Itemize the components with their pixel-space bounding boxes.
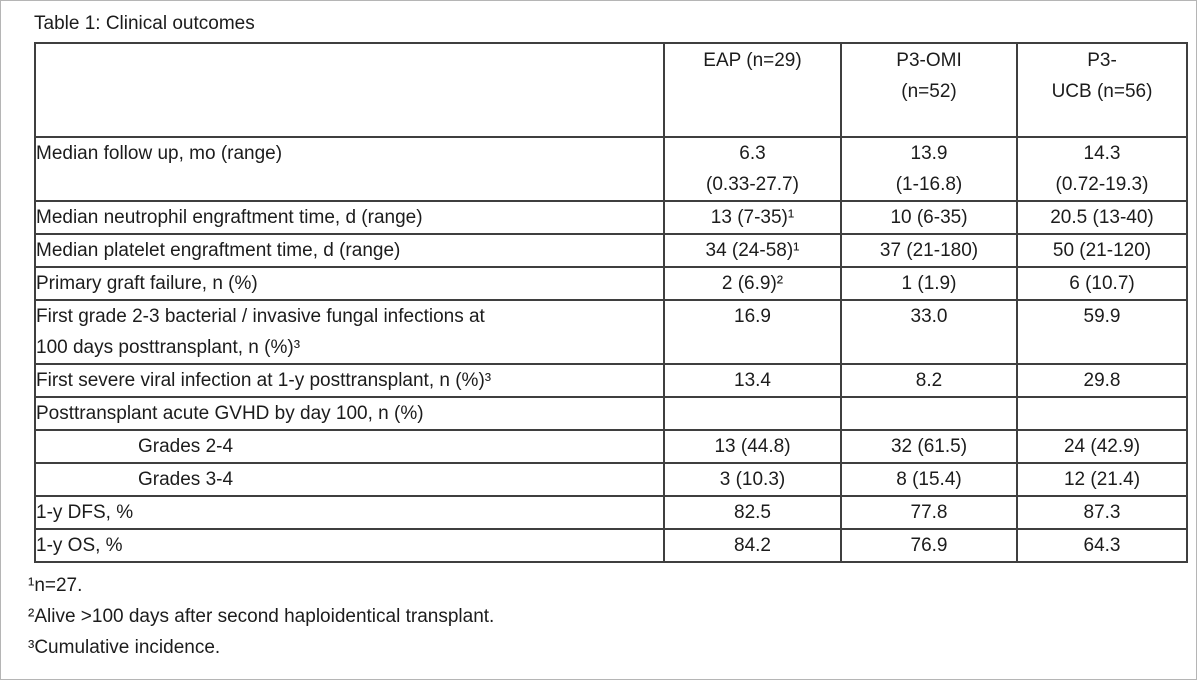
cell-value: 8 (15.4) bbox=[840, 462, 1018, 497]
cell-value: 87.3 bbox=[1016, 495, 1188, 530]
cell-value bbox=[1016, 396, 1188, 431]
row-label: Median follow up, mo (range) bbox=[34, 136, 665, 202]
row-label: Median platelet engraftment time, d (ran… bbox=[34, 233, 665, 268]
footnote-3: ³Cumulative incidence. bbox=[28, 637, 221, 658]
header-col-p3-omi: P3-OMI (n=52) bbox=[840, 42, 1018, 138]
cell-value: 6.3 (0.33-27.7) bbox=[663, 136, 842, 202]
table-row: 1-y OS, % 84.2 76.9 64.3 bbox=[34, 528, 1188, 563]
row-label: 1-y OS, % bbox=[34, 528, 665, 563]
table-row: First grade 2-3 bacterial / invasive fun… bbox=[34, 299, 1188, 365]
table-row: 1-y DFS, % 82.5 77.8 87.3 bbox=[34, 495, 1188, 530]
cell-value: 8.2 bbox=[840, 363, 1018, 398]
cell-value: 10 (6-35) bbox=[840, 200, 1018, 235]
table-row: Primary graft failure, n (%) 2 (6.9)² 1 (1… bbox=[34, 266, 1188, 301]
cell-value: 3 (10.3) bbox=[663, 462, 842, 497]
table-caption: Table 1: Clinical outcomes bbox=[34, 13, 255, 34]
cell-value: 1 (1.9) bbox=[840, 266, 1018, 301]
cell-value: 2 (6.9)² bbox=[663, 266, 842, 301]
row-label: 1-y DFS, % bbox=[34, 495, 665, 530]
cell-value: 37 (21-180) bbox=[840, 233, 1018, 268]
table-row: First severe viral infection at 1-y post… bbox=[34, 363, 1188, 398]
cell-value bbox=[663, 396, 842, 431]
cell-value: 76.9 bbox=[840, 528, 1018, 563]
cell-value: 64.3 bbox=[1016, 528, 1188, 563]
row-label: Grades 2-4 bbox=[34, 429, 665, 464]
row-label: First grade 2-3 bacterial / invasive fun… bbox=[34, 299, 665, 365]
cell-value: 12 (21.4) bbox=[1016, 462, 1188, 497]
cell-value: 32 (61.5) bbox=[840, 429, 1018, 464]
cell-value: 33.0 bbox=[840, 299, 1018, 365]
row-label: First severe viral infection at 1-y post… bbox=[34, 363, 665, 398]
header-row: EAP (n=29) P3-OMI (n=52) P3- UCB (n=56) bbox=[34, 42, 1188, 138]
cell-value: 13 (7-35)¹ bbox=[663, 200, 842, 235]
cell-value: 59.9 bbox=[1016, 299, 1188, 365]
cell-value: 16.9 bbox=[663, 299, 842, 365]
footnotes-block: ¹n=27. ²Alive >100 days after second hap… bbox=[28, 570, 1196, 663]
cell-value: 29.8 bbox=[1016, 363, 1188, 398]
table-row: Median follow up, mo (range) 6.3 (0.33-27… bbox=[34, 136, 1188, 202]
footnote-2: ²Alive >100 days after second haploident… bbox=[28, 606, 495, 627]
cell-value: 13.4 bbox=[663, 363, 842, 398]
cell-value: 82.5 bbox=[663, 495, 842, 530]
cell-value: 14.3 (0.72-19.3) bbox=[1016, 136, 1188, 202]
header-empty-cell bbox=[34, 42, 665, 138]
cell-value: 13 (44.8) bbox=[663, 429, 842, 464]
cell-value: 6 (10.7) bbox=[1016, 266, 1188, 301]
cell-value: 24 (42.9) bbox=[1016, 429, 1188, 464]
clinical-outcomes-table: EAP (n=29) P3-OMI (n=52) P3- UCB (n=56) … bbox=[34, 42, 1188, 563]
footnote-1: ¹n=27. bbox=[28, 575, 83, 596]
row-label: Posttransplant acute GVHD by day 100, n … bbox=[34, 396, 665, 431]
header-col-p3-ucb: P3- UCB (n=56) bbox=[1016, 42, 1188, 138]
cell-value: 20.5 (13-40) bbox=[1016, 200, 1188, 235]
cell-value: 34 (24-58)¹ bbox=[663, 233, 842, 268]
cell-value: 77.8 bbox=[840, 495, 1018, 530]
table-row: Grades 3-4 3 (10.3) 8 (15.4) 12 (21.4) bbox=[34, 462, 1188, 497]
cell-value bbox=[840, 396, 1018, 431]
cell-value: 84.2 bbox=[663, 528, 842, 563]
table-row: Median platelet engraftment time, d (ran… bbox=[34, 233, 1188, 268]
row-label: Median neutrophil engraftment time, d (r… bbox=[34, 200, 665, 235]
table-row: Posttransplant acute GVHD by day 100, n … bbox=[34, 396, 1188, 431]
cell-value: 13.9 (1-16.8) bbox=[840, 136, 1018, 202]
table-row: Grades 2-4 13 (44.8) 32 (61.5) 24 (42.9) bbox=[34, 429, 1188, 464]
row-label: Grades 3-4 bbox=[34, 462, 665, 497]
cell-value: 50 (21-120) bbox=[1016, 233, 1188, 268]
header-col-eap: EAP (n=29) bbox=[663, 42, 842, 138]
row-label: Primary graft failure, n (%) bbox=[34, 266, 665, 301]
table-row: Median neutrophil engraftment time, d (r… bbox=[34, 200, 1188, 235]
